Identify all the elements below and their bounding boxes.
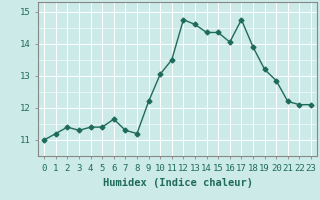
X-axis label: Humidex (Indice chaleur): Humidex (Indice chaleur) <box>103 178 252 188</box>
